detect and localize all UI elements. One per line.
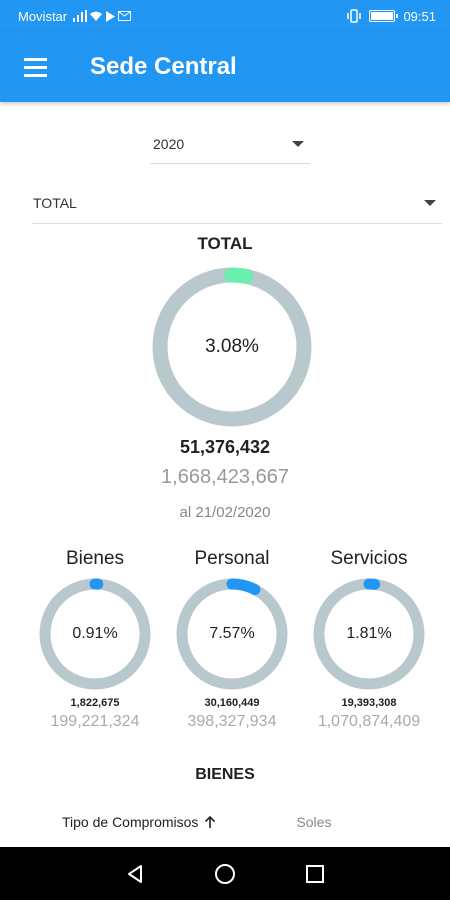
hamburger-menu-icon[interactable] <box>0 32 70 102</box>
card-executed: 1,822,675 <box>70 697 120 709</box>
total-pim: 1,668,423,667 <box>161 466 289 488</box>
card-title: Bienes <box>65 548 125 569</box>
recents-square-icon <box>306 864 324 883</box>
card-percent: 7.57% <box>209 625 255 642</box>
home-button[interactable] <box>205 854 245 894</box>
card-personal[interactable]: Personal 7.57% 30,160,449 398,327,934 <box>172 548 292 731</box>
total-date: al 21/02/2020 <box>179 504 271 521</box>
status-bar: Movistar 09:51 <box>0 0 450 32</box>
total-donut-svg <box>152 267 312 427</box>
card-bienes[interactable]: Bienes 0.91% 1,822,675 199,221,324 <box>35 548 155 731</box>
system-nav-bar <box>0 847 450 900</box>
clock: 09:51 <box>403 8 436 24</box>
donut-progress-arc <box>313 578 425 690</box>
mail-icon <box>118 11 132 21</box>
card-percent: 1.81% <box>346 625 392 642</box>
card-executed: 30,160,449 <box>204 697 260 709</box>
chevron-down-icon <box>424 199 436 206</box>
table-header: Tipo de Compromisos Soles <box>0 806 450 838</box>
year-dropdown[interactable]: 2020 <box>150 124 310 164</box>
card-percent: 0.91% <box>72 625 118 642</box>
card-title: Personal <box>194 548 270 569</box>
servicios-donut-svg <box>313 578 425 690</box>
home-circle-icon <box>215 863 235 884</box>
card-pim: 1,070,874,409 <box>317 713 421 730</box>
bienes-donut-chart: 0.91% <box>38 577 152 691</box>
arrow-up-icon <box>205 815 216 828</box>
play-icon <box>106 10 116 22</box>
donut-progress-arc <box>152 267 312 427</box>
column-header-tipo[interactable]: Tipo de Compromisos <box>62 814 216 830</box>
donut-progress-arc <box>176 578 288 690</box>
card-servicios[interactable]: Servicios 1.81% 19,393,308 1,070,874,409 <box>309 548 429 731</box>
carrier-name: Movistar <box>18 8 68 24</box>
personal-donut-svg <box>176 578 288 690</box>
notification-icons <box>73 10 132 22</box>
total-title: TOTAL <box>197 234 253 253</box>
card-pim: 199,221,324 <box>50 713 140 730</box>
total-executed: 51,376,432 <box>179 437 271 457</box>
donut-progress-arc <box>39 578 151 690</box>
app-bar: Sede Central <box>0 32 450 102</box>
category-dropdown-value: TOTAL <box>33 194 77 211</box>
back-button[interactable] <box>115 854 155 894</box>
section-title: BIENES <box>195 766 255 783</box>
column-header-label: Tipo de Compromisos <box>62 814 199 830</box>
chevron-down-icon <box>292 140 304 147</box>
column-header-soles[interactable]: Soles <box>296 814 332 830</box>
battery-icon <box>369 10 399 22</box>
bienes-donut-svg <box>39 578 151 690</box>
page-title: Sede Central <box>90 53 237 80</box>
recents-button[interactable] <box>295 854 335 894</box>
card-executed: 19,393,308 <box>341 697 397 709</box>
wifi-icon <box>90 11 103 21</box>
signal-icon <box>73 10 88 22</box>
category-dropdown[interactable]: TOTAL <box>32 182 442 224</box>
year-dropdown-value: 2020 <box>153 135 185 152</box>
card-pim: 398,327,934 <box>187 713 277 730</box>
status-right: 09:51 <box>347 9 436 24</box>
vibrate-icon <box>347 9 362 23</box>
personal-donut-chart: 7.57% <box>175 577 289 691</box>
total-percent: 3.08% <box>205 336 259 357</box>
card-title: Servicios <box>330 548 408 569</box>
servicios-donut-chart: 1.81% <box>312 577 426 691</box>
back-triangle-icon <box>128 864 142 883</box>
total-donut-chart: 3.08% <box>150 265 314 429</box>
